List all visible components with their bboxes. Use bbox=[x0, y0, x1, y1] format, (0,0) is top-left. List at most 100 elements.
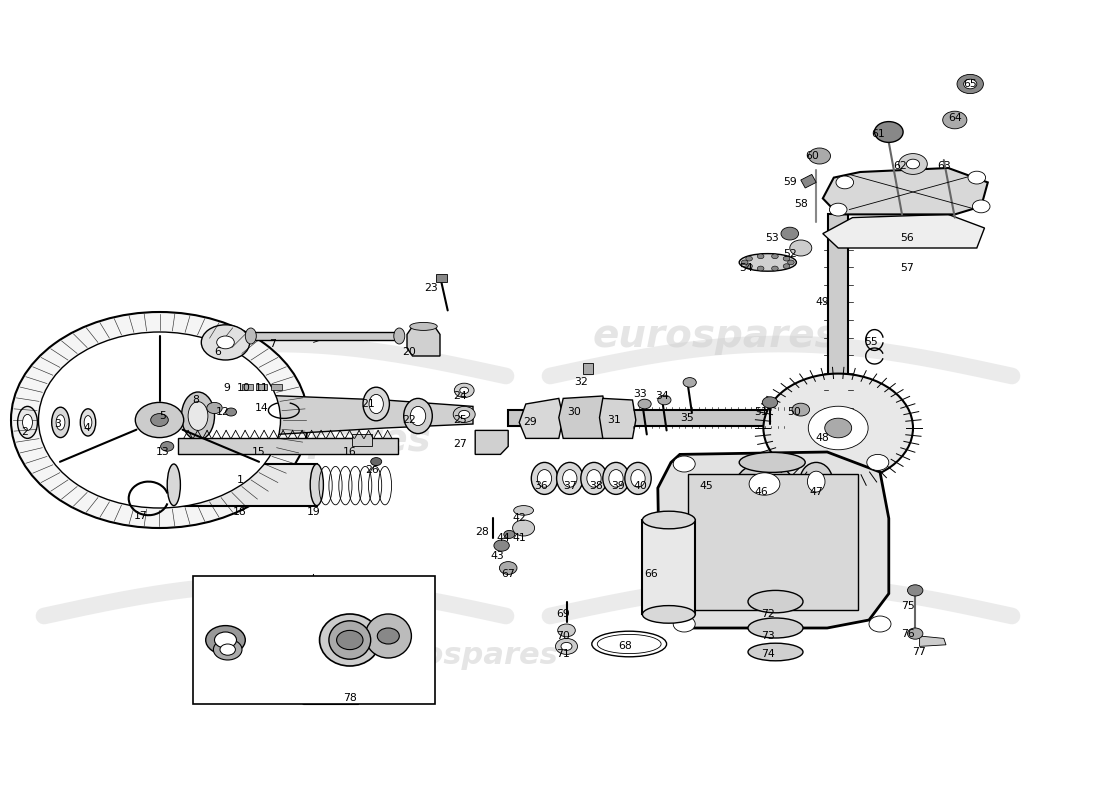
Ellipse shape bbox=[363, 387, 389, 421]
Circle shape bbox=[957, 74, 983, 94]
Circle shape bbox=[808, 406, 868, 450]
Polygon shape bbox=[691, 458, 797, 518]
Ellipse shape bbox=[56, 414, 65, 430]
Text: 49: 49 bbox=[816, 298, 829, 307]
Text: 77: 77 bbox=[912, 647, 925, 657]
Text: 7: 7 bbox=[270, 339, 276, 349]
Text: eurospares: eurospares bbox=[185, 421, 431, 459]
Circle shape bbox=[869, 616, 891, 632]
Text: 43: 43 bbox=[491, 551, 504, 561]
Text: 45: 45 bbox=[700, 482, 713, 491]
Text: 22: 22 bbox=[403, 415, 416, 425]
Ellipse shape bbox=[603, 462, 629, 494]
Circle shape bbox=[964, 79, 977, 89]
Circle shape bbox=[673, 456, 695, 472]
Text: 8: 8 bbox=[192, 395, 199, 405]
Text: 75: 75 bbox=[901, 602, 914, 611]
Text: 23: 23 bbox=[425, 283, 438, 293]
Circle shape bbox=[783, 264, 790, 269]
Text: 70: 70 bbox=[557, 631, 570, 641]
Circle shape bbox=[771, 254, 778, 258]
Bar bbox=[192, 576, 434, 704]
Text: 40: 40 bbox=[634, 482, 647, 491]
Circle shape bbox=[206, 626, 245, 654]
Circle shape bbox=[658, 395, 671, 405]
Circle shape bbox=[638, 399, 651, 409]
Ellipse shape bbox=[557, 462, 583, 494]
Text: 42: 42 bbox=[513, 514, 526, 523]
Bar bbox=[642, 520, 695, 614]
Circle shape bbox=[214, 632, 236, 648]
Circle shape bbox=[371, 458, 382, 466]
Text: 66: 66 bbox=[645, 570, 658, 579]
Text: 67: 67 bbox=[502, 570, 515, 579]
Text: 51: 51 bbox=[755, 407, 768, 417]
Text: 28: 28 bbox=[475, 527, 488, 537]
Bar bbox=[688, 474, 858, 610]
Text: 59: 59 bbox=[783, 178, 796, 187]
Polygon shape bbox=[475, 430, 508, 454]
Ellipse shape bbox=[625, 462, 651, 494]
Text: 1: 1 bbox=[236, 475, 243, 485]
Text: 47: 47 bbox=[810, 487, 823, 497]
Polygon shape bbox=[407, 326, 440, 356]
Ellipse shape bbox=[365, 614, 411, 658]
Text: 69: 69 bbox=[557, 610, 570, 619]
Circle shape bbox=[908, 628, 923, 639]
Text: 30: 30 bbox=[568, 407, 581, 417]
Circle shape bbox=[673, 616, 695, 632]
Circle shape bbox=[377, 628, 399, 644]
Ellipse shape bbox=[748, 618, 803, 638]
Text: 33: 33 bbox=[634, 389, 647, 398]
Ellipse shape bbox=[394, 328, 405, 344]
Circle shape bbox=[460, 387, 469, 394]
Bar bbox=[178, 438, 398, 454]
Circle shape bbox=[556, 638, 578, 654]
Ellipse shape bbox=[807, 471, 825, 492]
Circle shape bbox=[499, 562, 517, 574]
Circle shape bbox=[943, 111, 967, 129]
Bar bbox=[828, 214, 848, 494]
Ellipse shape bbox=[739, 254, 796, 271]
Text: 24: 24 bbox=[453, 391, 466, 401]
Ellipse shape bbox=[404, 398, 432, 434]
Circle shape bbox=[749, 473, 780, 495]
Ellipse shape bbox=[538, 470, 551, 487]
Polygon shape bbox=[920, 636, 946, 646]
Circle shape bbox=[459, 410, 470, 418]
Circle shape bbox=[972, 200, 990, 213]
Text: 26: 26 bbox=[365, 466, 378, 475]
Circle shape bbox=[825, 418, 851, 438]
Text: 52: 52 bbox=[783, 250, 796, 259]
Text: 35: 35 bbox=[681, 413, 694, 422]
Text: 72: 72 bbox=[761, 610, 774, 619]
Ellipse shape bbox=[370, 394, 384, 414]
Text: 20: 20 bbox=[403, 347, 416, 357]
Circle shape bbox=[217, 336, 234, 349]
Ellipse shape bbox=[739, 452, 805, 472]
Circle shape bbox=[226, 408, 236, 416]
Ellipse shape bbox=[310, 464, 323, 506]
Text: 56: 56 bbox=[901, 234, 914, 243]
Text: 41: 41 bbox=[513, 533, 526, 542]
Ellipse shape bbox=[80, 409, 96, 436]
Text: 62: 62 bbox=[893, 162, 906, 171]
Ellipse shape bbox=[188, 402, 208, 430]
Text: 6: 6 bbox=[214, 347, 221, 357]
Ellipse shape bbox=[409, 322, 438, 330]
Circle shape bbox=[151, 414, 168, 426]
Text: 60: 60 bbox=[805, 151, 818, 161]
Text: 21: 21 bbox=[362, 399, 375, 409]
Ellipse shape bbox=[800, 462, 833, 501]
Polygon shape bbox=[600, 398, 636, 438]
Ellipse shape bbox=[182, 392, 214, 440]
Text: 61: 61 bbox=[871, 130, 884, 139]
Text: 25: 25 bbox=[453, 415, 466, 425]
Text: 29: 29 bbox=[524, 418, 537, 427]
Circle shape bbox=[836, 176, 854, 189]
Text: 50: 50 bbox=[788, 407, 801, 417]
Text: 34: 34 bbox=[656, 391, 669, 401]
Ellipse shape bbox=[581, 462, 607, 494]
Circle shape bbox=[758, 266, 764, 271]
Text: 46: 46 bbox=[755, 487, 768, 497]
